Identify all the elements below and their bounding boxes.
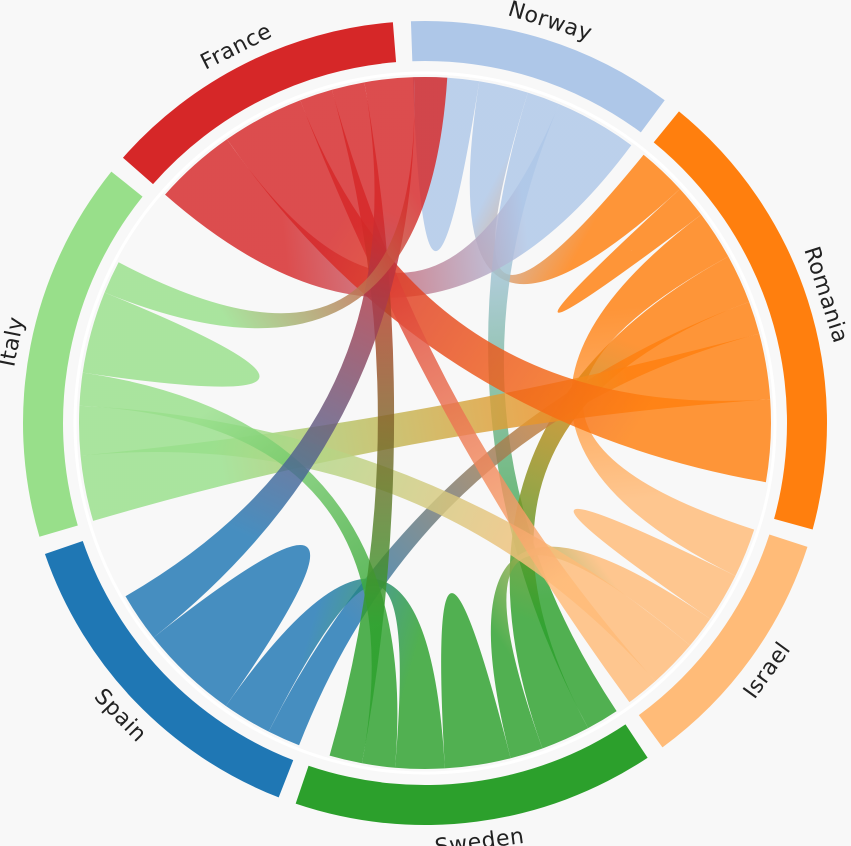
group-label-italy: Italy [0, 315, 30, 369]
ribbon-romania-romania[interactable] [557, 189, 702, 313]
ribbon-romania-spain[interactable] [268, 301, 760, 746]
ribbon-romania-france[interactable] [226, 100, 771, 483]
group-arc-romania[interactable] [653, 111, 827, 530]
ribbon-israel-israel[interactable] [573, 508, 736, 619]
group-arc-norway[interactable] [410, 21, 665, 133]
ribbon-norway-sweden[interactable] [488, 92, 617, 729]
ribbon-italy-france[interactable] [104, 77, 448, 329]
ribbon-israel-sweden[interactable] [490, 546, 711, 759]
ribbon-israel-italy[interactable] [78, 405, 691, 682]
group-arc-layer [22, 21, 827, 825]
ribbon-spain-france[interactable] [125, 77, 415, 638]
inner-ring [73, 71, 777, 775]
ribbon-spain-spain[interactable] [153, 545, 311, 706]
ribbon-layer [78, 76, 771, 769]
ribbon-norway-france[interactable] [165, 104, 632, 298]
ribbon-romania-israel[interactable] [571, 214, 755, 576]
ribbon-italy-italy[interactable] [82, 292, 260, 387]
group-label-sweden: Sweden [433, 824, 525, 846]
group-arc-israel[interactable] [638, 534, 808, 748]
ribbon-israel-france[interactable] [300, 89, 656, 703]
ribbon-sweden-spain[interactable] [225, 578, 445, 769]
ribbon-sweden-sweden[interactable] [441, 593, 511, 769]
group-arc-france[interactable] [122, 22, 397, 185]
ribbon-romania-italy[interactable] [80, 333, 771, 521]
ribbon-norway-romania[interactable] [469, 81, 680, 285]
group-arc-spain[interactable] [44, 540, 294, 798]
group-arc-sweden[interactable] [295, 724, 648, 825]
group-arc-italy[interactable] [22, 171, 143, 537]
ribbon-romania-sweden[interactable] [509, 256, 750, 749]
